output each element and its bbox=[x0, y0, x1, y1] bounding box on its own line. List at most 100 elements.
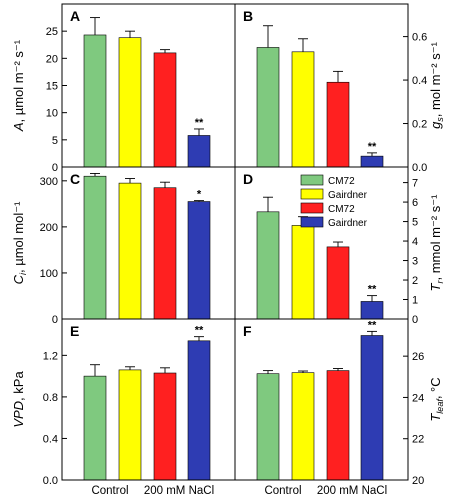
y-tick-label: 0.6 bbox=[412, 32, 427, 44]
y-tick-label: 0.8 bbox=[43, 392, 58, 404]
bar bbox=[83, 375, 107, 481]
y-axis-label: gs, mol m⁻² s⁻¹ bbox=[428, 41, 445, 129]
panel-letter: A bbox=[70, 8, 80, 24]
y-tick-label: 22 bbox=[412, 434, 424, 446]
panel-D: ** 0 1 2 3 4 5 6 7 D Tr, mmol m⁻² s⁻¹ bbox=[234, 166, 445, 326]
y-axis-label: Ci, µmol mol⁻¹ bbox=[11, 201, 28, 284]
y-tick-label: 300 bbox=[40, 176, 58, 188]
y-tick-label: 24 bbox=[412, 392, 424, 404]
x-category-label: 200 mM NaCl bbox=[144, 485, 214, 497]
error-bar bbox=[194, 336, 204, 341]
y-tick-label: 15 bbox=[46, 81, 58, 93]
y-tick-label: 4 bbox=[412, 236, 418, 248]
bar bbox=[360, 335, 384, 481]
error-bar bbox=[90, 364, 100, 377]
bar bbox=[326, 246, 350, 320]
legend: CM72 Gairdner CM72 Gairdner bbox=[300, 174, 368, 229]
bar bbox=[187, 135, 211, 168]
legend-swatch bbox=[300, 174, 324, 186]
error-bar bbox=[367, 330, 377, 336]
bar bbox=[153, 187, 177, 320]
error-bar bbox=[263, 196, 273, 212]
y-axis-label: Tleaf, °C bbox=[428, 377, 445, 421]
significance-label: ** bbox=[368, 319, 377, 331]
y-tick-label: 6 bbox=[412, 197, 418, 209]
error-bar bbox=[333, 368, 343, 371]
y-axis-label: Tr, mmol m⁻² s⁻¹ bbox=[428, 194, 445, 292]
y-tick-label: 0 bbox=[412, 314, 418, 326]
y-tick-label: 2 bbox=[412, 275, 418, 287]
bar bbox=[326, 81, 350, 168]
bar bbox=[118, 182, 142, 320]
y-tick-label: 1.2 bbox=[43, 350, 58, 362]
panel-F: ** 20 22 24 26 F Tleaf, °C bbox=[234, 318, 445, 487]
bar bbox=[118, 37, 142, 168]
y-tick-label: 3 bbox=[412, 256, 418, 268]
y-axis-label: VPD, kPa bbox=[11, 371, 26, 428]
legend-label: CM72 bbox=[328, 204, 355, 215]
y-tick-label: 5 bbox=[52, 135, 58, 147]
y-tick-label: 5 bbox=[412, 217, 418, 229]
significance-label: ** bbox=[195, 325, 204, 337]
error-bar bbox=[125, 366, 135, 370]
y-tick-label: 25 bbox=[46, 26, 58, 38]
legend-swatch bbox=[300, 202, 324, 214]
y-tick-label: 26 bbox=[412, 351, 424, 363]
bar bbox=[360, 155, 384, 168]
error-bar bbox=[160, 181, 170, 188]
error-bar bbox=[160, 367, 170, 374]
y-tick-label: 0.0 bbox=[412, 162, 427, 174]
bar bbox=[187, 201, 211, 320]
y-tick-label: 1 bbox=[412, 295, 418, 307]
bar bbox=[291, 372, 315, 481]
y-tick-label: 0.4 bbox=[43, 433, 58, 445]
error-bar bbox=[125, 30, 135, 38]
x-category-label: Control bbox=[91, 485, 128, 497]
panel-B: ** 0.0 0.2 0.4 0.6 Bgs, mol m⁻² s⁻¹ bbox=[234, 3, 445, 174]
bar bbox=[83, 34, 107, 168]
y-tick-label: 20 bbox=[412, 475, 424, 487]
legend-swatch bbox=[300, 216, 324, 228]
error-bar bbox=[298, 38, 308, 52]
error-bar bbox=[125, 178, 135, 184]
y-tick-label: 200 bbox=[40, 222, 58, 234]
panel-E: ** 0.0 0.4 0.8 1.2 E VPD, kPa bbox=[11, 318, 236, 487]
panel-frame bbox=[234, 318, 409, 481]
x-category-label: 200 mM NaCl bbox=[317, 485, 387, 497]
error-bar bbox=[194, 200, 204, 202]
x-axis-labels: Control 200 mM NaCl Control 200 mM NaCl bbox=[91, 485, 387, 497]
error-bar bbox=[333, 241, 343, 247]
y-tick-label: 7 bbox=[412, 178, 418, 190]
legend-label: Gairdner bbox=[328, 190, 368, 201]
significance-label: ** bbox=[368, 284, 377, 296]
bar bbox=[291, 225, 315, 320]
y-tick-label: 100 bbox=[40, 268, 58, 280]
panel-letter: C bbox=[70, 171, 80, 187]
error-bar bbox=[194, 128, 204, 136]
bar bbox=[256, 373, 280, 481]
y-tick-label: 0.0 bbox=[43, 475, 58, 487]
bar bbox=[326, 370, 350, 481]
bar bbox=[153, 52, 177, 168]
panel-C: * 0 100 200 300 C Ci, µmol mol⁻¹ bbox=[11, 166, 236, 326]
panel-letter: B bbox=[243, 8, 253, 24]
y-tick-label: 0 bbox=[52, 314, 58, 326]
error-bar bbox=[298, 370, 308, 373]
error-bar bbox=[90, 172, 100, 177]
y-tick-label: 0.2 bbox=[412, 119, 427, 131]
y-tick-label: 20 bbox=[46, 53, 58, 65]
error-bar bbox=[367, 152, 377, 157]
bar bbox=[256, 47, 280, 168]
panel-A: ** 0 5 10 15 20 25 A A, µmol m⁻² s⁻¹ bbox=[11, 3, 236, 174]
bar bbox=[153, 372, 177, 481]
y-tick-label: 0 bbox=[52, 162, 58, 174]
error-bar bbox=[263, 370, 273, 374]
bar bbox=[256, 211, 280, 320]
bar bbox=[291, 51, 315, 168]
error-bar bbox=[160, 49, 170, 53]
panel-letter: E bbox=[70, 323, 79, 339]
panel-letter: F bbox=[243, 323, 252, 339]
bar bbox=[83, 175, 107, 320]
legend-swatch bbox=[300, 188, 324, 200]
significance-label: ** bbox=[195, 117, 204, 129]
